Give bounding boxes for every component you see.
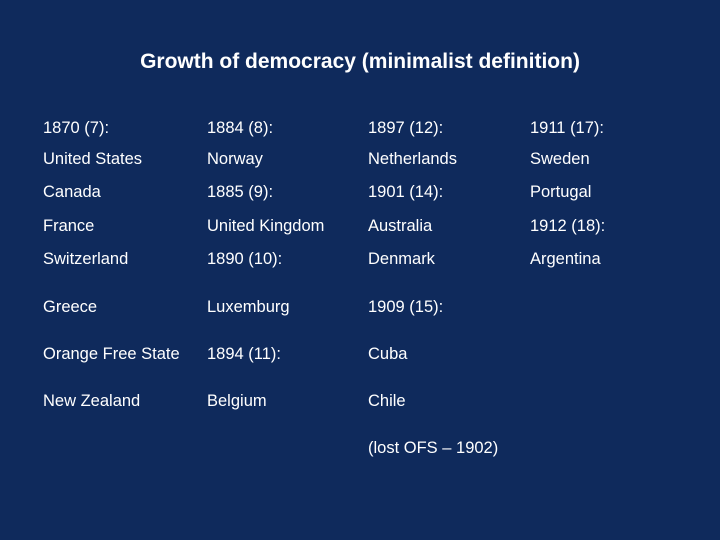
column-1897: 1897 (12): Netherlands 1901 (14): Austra… xyxy=(368,0,528,540)
country-entry: United Kingdom xyxy=(207,217,325,235)
year-heading: 1894 (11): xyxy=(207,345,281,363)
slide-title: Growth of democracy (minimalist definiti… xyxy=(140,50,580,73)
country-entry: Switzerland xyxy=(43,250,129,268)
country-entry: Belgium xyxy=(207,392,267,410)
year-heading: 1870 (7): xyxy=(43,119,110,137)
country-entry: Sweden xyxy=(530,150,590,168)
year-heading: 1901 (14): xyxy=(368,183,444,201)
year-heading: 1912 (18): xyxy=(530,217,606,235)
column-1884: 1884 (8): Norway 1885 (9): United Kingdo… xyxy=(207,0,367,540)
country-entry: Canada xyxy=(43,183,101,201)
column-1911: 1911 (17): Sweden Portugal 1912 (18): Ar… xyxy=(530,0,680,540)
country-entry: France xyxy=(43,217,95,235)
country-entry: United States xyxy=(43,150,143,168)
country-entry: Australia xyxy=(368,217,433,235)
country-entry: New Zealand xyxy=(43,392,141,410)
country-entry: Greece xyxy=(43,298,98,316)
year-heading: 1885 (9): xyxy=(207,183,274,201)
year-heading: 1911 (17): xyxy=(530,119,604,137)
footnote-lost-ofs: (lost OFS – 1902) xyxy=(368,439,499,457)
country-entry: Netherlands xyxy=(368,150,457,168)
country-entry: Chile xyxy=(368,392,406,410)
column-1870: 1870 (7): United States Canada France Sw… xyxy=(43,0,208,540)
country-entry: Cuba xyxy=(368,345,408,363)
year-heading: 1890 (10): xyxy=(207,250,283,268)
country-entry: Orange Free State xyxy=(43,345,180,363)
country-entry: Denmark xyxy=(368,250,435,268)
country-entry: Luxemburg xyxy=(207,298,290,316)
year-heading: 1884 (8): xyxy=(207,119,274,137)
year-heading: 1897 (12): xyxy=(368,119,444,137)
country-entry: Portugal xyxy=(530,183,592,201)
country-entry: Norway xyxy=(207,150,263,168)
country-entry: Argentina xyxy=(530,250,601,268)
year-heading: 1909 (15): xyxy=(368,298,444,316)
